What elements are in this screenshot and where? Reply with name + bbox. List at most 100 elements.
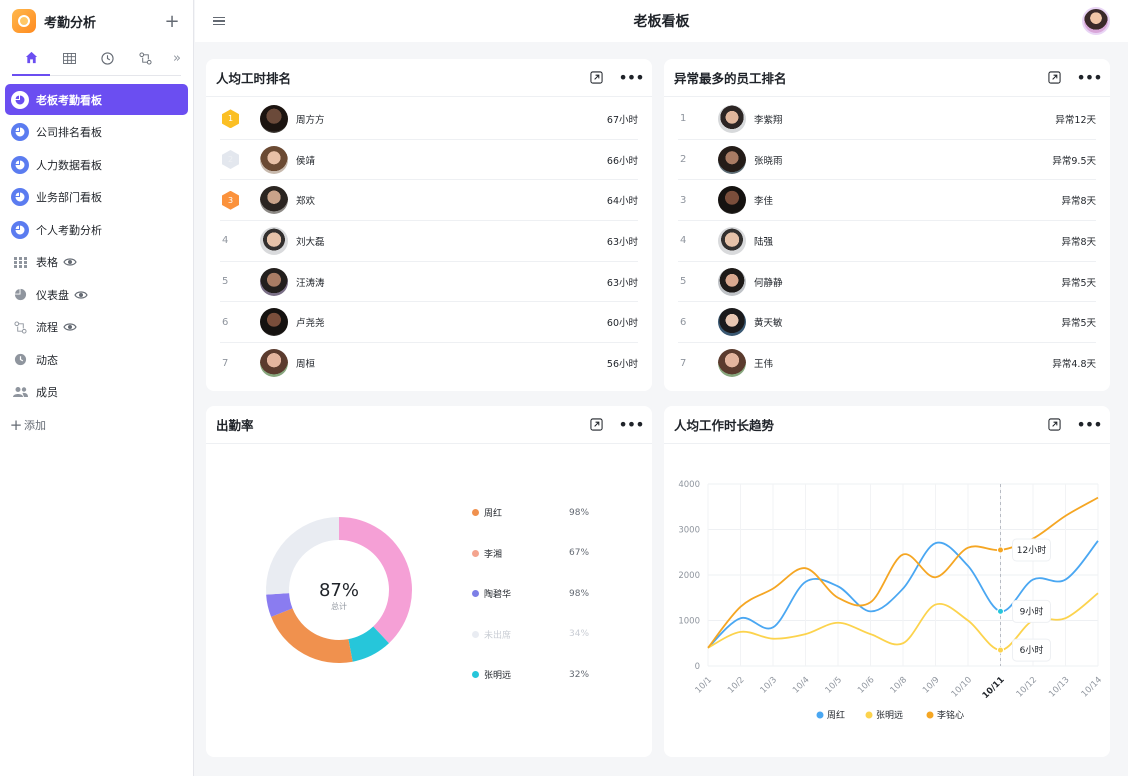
- employee-name: 李佳: [754, 196, 774, 208]
- more-options-button[interactable]: •••: [618, 414, 644, 436]
- sidebar-item[interactable]: 人力数据看板: [5, 149, 188, 180]
- x-tick-label: 10/3: [759, 675, 780, 696]
- avatar: [718, 267, 746, 296]
- rank-row[interactable]: 3 李佳 异常8天: [678, 180, 1096, 222]
- sidebar-item[interactable]: 业务部门看板: [5, 182, 188, 213]
- rank-row[interactable]: 4 陆强 异常8天: [678, 221, 1096, 262]
- sidebar-item[interactable]: 成员: [5, 377, 188, 408]
- card-header: 出勤率 •••: [206, 406, 652, 444]
- trend-card: 人均工作时长趋势 ••• 0 1000 2000 3000 4000 10/1 10/2 10…: [664, 406, 1110, 757]
- employee-name: 何静静: [754, 277, 783, 289]
- expand-button[interactable]: [585, 414, 607, 436]
- rank-row[interactable]: 2 张晓雨 异常9.5天: [678, 140, 1096, 181]
- legend-item[interactable]: 张明远 32%: [472, 668, 589, 681]
- series-point[interactable]: [997, 607, 1004, 615]
- series-point[interactable]: [997, 646, 1004, 654]
- donut-slice[interactable]: [266, 517, 339, 595]
- employee-name: 王伟: [754, 359, 774, 371]
- x-tick-label: 10/13: [1047, 675, 1071, 699]
- rank-number: 7: [222, 357, 229, 369]
- table-tab[interactable]: [50, 42, 88, 76]
- more-options-button[interactable]: •••: [618, 67, 644, 89]
- sidebar-item[interactable]: 公司排名看板: [5, 117, 188, 148]
- rank-row[interactable]: 2 侯靖 66小时: [220, 140, 638, 181]
- more-options-button[interactable]: •••: [1076, 414, 1102, 436]
- avatar: [260, 104, 288, 133]
- top-bar: 老板看板: [195, 0, 1128, 42]
- more-tabs-icon[interactable]: »: [173, 51, 181, 66]
- card-title: 人均工作时长趋势: [674, 418, 775, 433]
- user-avatar[interactable]: [1082, 7, 1110, 35]
- sidebar-item[interactable]: 流程: [5, 312, 188, 343]
- legend-value: 98%: [569, 588, 590, 599]
- home-tab[interactable]: [12, 42, 50, 76]
- legend-label[interactable]: 周红: [827, 709, 845, 721]
- donut-slice[interactable]: [339, 517, 412, 644]
- dashboard-icon: [11, 286, 29, 304]
- card-header: 人均工作时长趋势 •••: [664, 406, 1110, 444]
- legend-swatch[interactable]: [926, 711, 934, 719]
- employee-name: 黄天敏: [754, 318, 783, 330]
- legend-item[interactable]: 未出席 34%: [472, 628, 589, 641]
- legend-value: 98%: [569, 507, 590, 518]
- expand-button[interactable]: [1043, 67, 1065, 89]
- menu-toggle-icon[interactable]: [213, 15, 225, 28]
- legend-swatch: [472, 630, 479, 638]
- employee-name: 周桓: [296, 359, 316, 371]
- rank-row[interactable]: 6 黄天敏 异常5天: [678, 302, 1096, 344]
- clock-icon: [11, 351, 29, 369]
- rank-value: 60小时: [606, 318, 638, 330]
- sidebar: 考勤分析 + » 老板考勤看板 公司排名看板 人力数据看板 业务部门看板 个人考勤分析表…: [0, 0, 194, 776]
- avatar: [718, 226, 746, 255]
- tooltip-label: 9小时: [1020, 605, 1044, 617]
- series-line: [707, 540, 1099, 649]
- visibility-eye-icon[interactable]: [74, 290, 88, 300]
- rank-row[interactable]: 1 周方方 67小时: [220, 99, 638, 140]
- legend-item[interactable]: 李湘 67%: [472, 547, 589, 560]
- employee-name: 卢尧尧: [296, 318, 325, 330]
- legend-label[interactable]: 张明远: [876, 710, 903, 721]
- more-options-button[interactable]: •••: [1076, 67, 1102, 89]
- sidebar-item[interactable]: 动态: [5, 344, 188, 375]
- series-point[interactable]: [997, 546, 1004, 554]
- rank-number: 6: [222, 316, 229, 328]
- sidebar-item[interactable]: 个人考勤分析: [5, 214, 188, 245]
- avatar: [260, 267, 288, 296]
- expand-button[interactable]: [1043, 414, 1065, 436]
- donut-slice[interactable]: [348, 626, 389, 662]
- visibility-eye-icon[interactable]: [63, 257, 77, 267]
- rank-row[interactable]: 5 何静静 异常5天: [678, 262, 1096, 303]
- expand-button[interactable]: [585, 67, 607, 89]
- legend-swatch[interactable]: [865, 711, 873, 719]
- clock-icon: [100, 52, 114, 65]
- sidebar-item[interactable]: 表格: [5, 247, 188, 278]
- sidebar-item[interactable]: + 添加: [5, 409, 188, 440]
- rank-row[interactable]: 3 郑欢 64小时: [220, 180, 638, 222]
- legend-swatch[interactable]: [816, 711, 824, 719]
- legend-item[interactable]: 陶碧华 98%: [472, 587, 589, 600]
- card-title: 出勤率: [216, 418, 254, 433]
- rank-row[interactable]: 6 卢尧尧 60小时: [220, 302, 638, 344]
- sidebar-item-label: 个人考勤分析: [36, 223, 102, 237]
- rank-number: 2: [680, 154, 687, 166]
- rank-row[interactable]: 7 王伟 异常4.8天: [678, 343, 1096, 384]
- sidebar-item[interactable]: 老板考勤看板: [5, 84, 188, 115]
- sidebar-item[interactable]: 仪表盘: [5, 279, 188, 310]
- donut-slice[interactable]: [271, 608, 353, 663]
- rank-row[interactable]: 5 汪涛涛 63小时: [220, 262, 638, 303]
- rank-row[interactable]: 7 周桓 56小时: [220, 343, 638, 384]
- visibility-eye-icon[interactable]: [63, 322, 77, 332]
- legend-item[interactable]: 周红 98%: [472, 506, 589, 519]
- flow-tab[interactable]: [126, 42, 164, 76]
- rank-row[interactable]: 1 李紫翔 异常12天: [678, 99, 1096, 140]
- donut-slice[interactable]: [266, 593, 293, 617]
- employee-name: 刘大磊: [296, 236, 325, 248]
- legend-value: 34%: [569, 629, 590, 639]
- legend-label[interactable]: 李铭心: [937, 709, 964, 721]
- expand-icon: [589, 71, 603, 84]
- bronze-medal-icon: 3: [222, 190, 239, 210]
- rank-row[interactable]: 4 刘大磊 63小时: [220, 221, 638, 262]
- add-app-button[interactable]: +: [164, 10, 180, 32]
- rank-value: 异常4.8天: [1052, 359, 1096, 371]
- history-tab[interactable]: [88, 42, 126, 76]
